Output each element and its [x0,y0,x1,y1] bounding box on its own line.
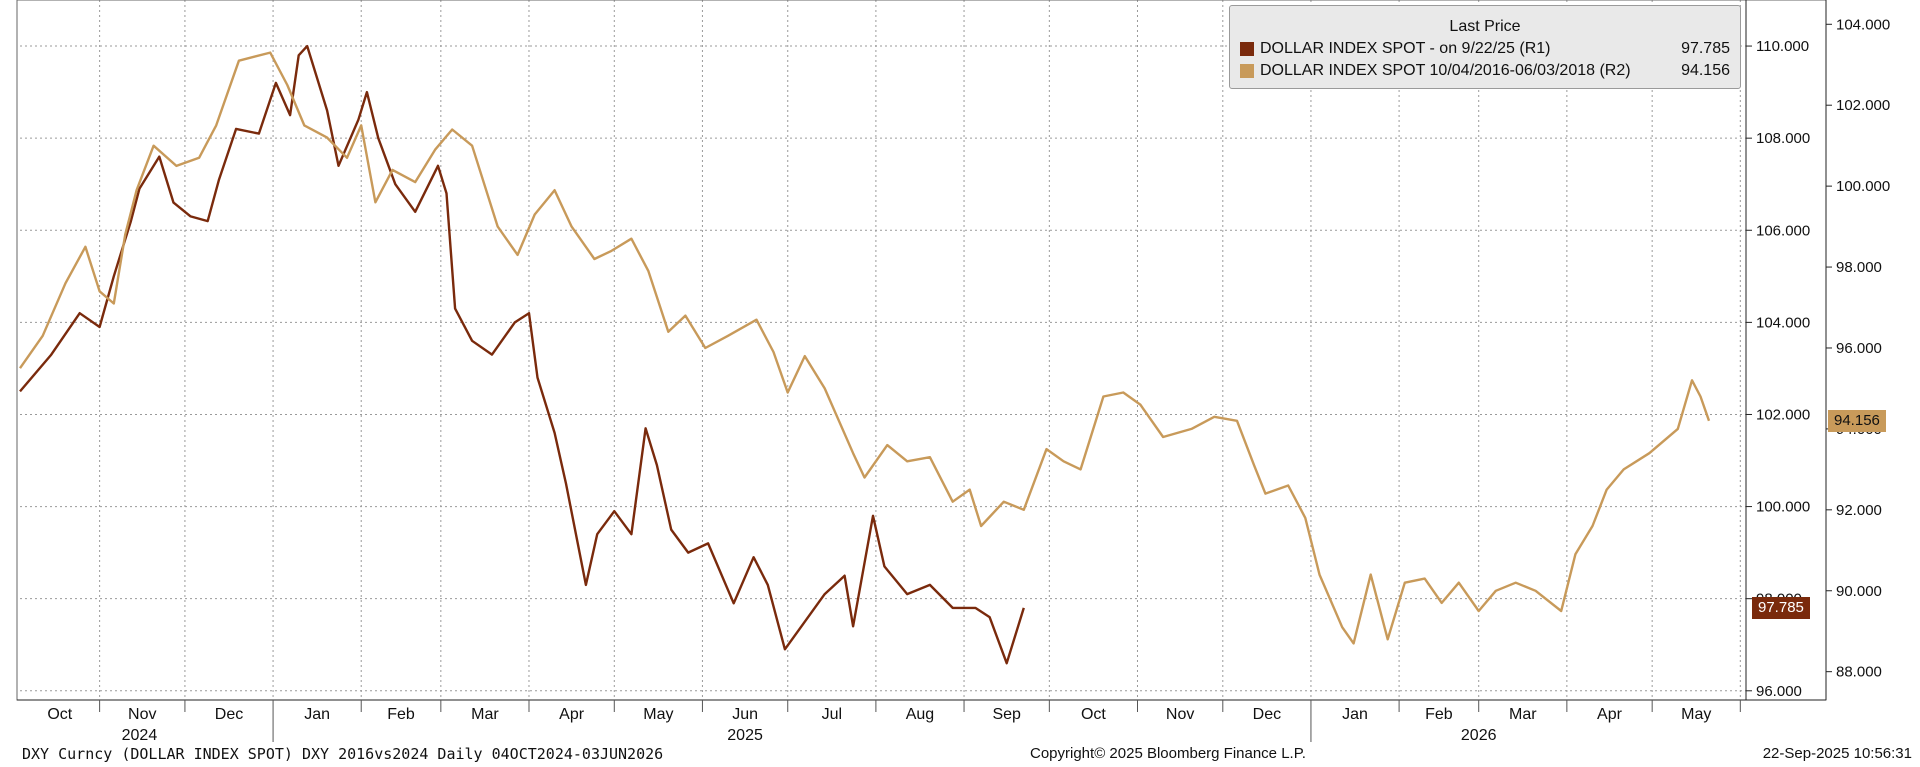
axes: Oct Nov Dec Jan Feb Mar Apr May Jun Jul Aug Sep Oct N… [16,0,1890,744]
r2-tick-label: 92.000 [1836,502,1882,519]
x-year-label: 2026 [1461,727,1497,744]
r2-tick-label: 98.000 [1836,259,1882,276]
r2-tick-label: 100.000 [1836,178,1890,195]
series-line-r2 [19,51,1711,645]
legend-label-series1: DOLLAR INDEX SPOT - on 9/22/25 (R1) [1260,40,1551,57]
x-tick-label: Oct [47,706,72,723]
legend-swatch-series1 [1240,42,1254,56]
r1-tick-label: 100.000 [1756,499,1810,516]
r2-tick-label: 90.000 [1836,583,1882,600]
legend-label-series2: DOLLAR INDEX SPOT 10/04/2016-06/03/2018 … [1260,62,1631,79]
x-tick-label: Jan [304,706,330,723]
x-tick-label: Jan [1342,706,1368,723]
footer-description: DXY Curncy (DOLLAR INDEX SPOT) DXY 2016v… [22,745,664,763]
last-price-badge-r2: 94.156 [1828,409,1886,432]
x-tick-label: Mar [1509,706,1537,723]
plot-frame [16,0,1827,701]
x-tick-label: Feb [1425,706,1453,723]
legend-value-series1: 97.785 [1681,40,1730,57]
legend-value-series2: 94.156 [1681,62,1730,79]
legend-swatch-series2 [1240,64,1254,78]
x-tick-label: Oct [1081,706,1106,723]
series-lines [19,44,1711,665]
r1-tick-label: 104.000 [1756,314,1810,331]
x-tick-label: May [643,706,673,723]
x-tick-label: Mar [471,706,499,723]
x-tick-label: Apr [1597,706,1623,723]
x-tick-label: Aug [906,706,934,723]
x-tick-label: Dec [215,706,243,723]
x-tick-label: Sep [992,706,1021,723]
chart-legend: Last Price DOLLAR INDEX SPOT - on 9/22/2… [1229,5,1741,89]
x-tick-label: Nov [128,706,156,723]
x-tick-label: Nov [1166,706,1194,723]
r2-tick-label: 88.000 [1836,664,1882,681]
footer-timestamp: 22-Sep-2025 10:56:31 [1762,745,1912,762]
x-tick-label: Jul [822,706,842,723]
x-year-label: 2025 [727,727,763,744]
r2-tick-label: 96.000 [1836,340,1882,357]
r2-tick-label: 104.000 [1836,16,1890,33]
gridlines [20,0,1746,700]
x-tick-label: Feb [387,706,415,723]
x-tick-label: May [1681,706,1711,723]
r1-tick-label: 106.000 [1756,222,1810,239]
r2-tick-label: 102.000 [1836,97,1890,114]
x-tick-label: Dec [1253,706,1281,723]
r1-tick-label: 108.000 [1756,130,1810,147]
series-line-r1 [19,44,1025,665]
x-year-label: 2024 [122,727,158,744]
legend-row-series2: DOLLAR INDEX SPOT 10/04/2016-06/03/2018 … [1240,62,1730,80]
legend-header: Last Price [1449,18,1521,35]
r1-tick-label: 96.000 [1756,683,1802,700]
x-tick-label: Jun [732,706,758,723]
footer-copyright: Copyright© 2025 Bloomberg Finance L.P. [1030,745,1306,762]
last-price-badge-r1: 97.785 [1752,596,1810,619]
r1-tick-label: 102.000 [1756,406,1810,423]
x-tick-label: Apr [559,706,585,723]
r1-tick-label: 110.000 [1756,38,1809,55]
legend-row-series1: DOLLAR INDEX SPOT - on 9/22/25 (R1) 97.7… [1240,40,1730,58]
